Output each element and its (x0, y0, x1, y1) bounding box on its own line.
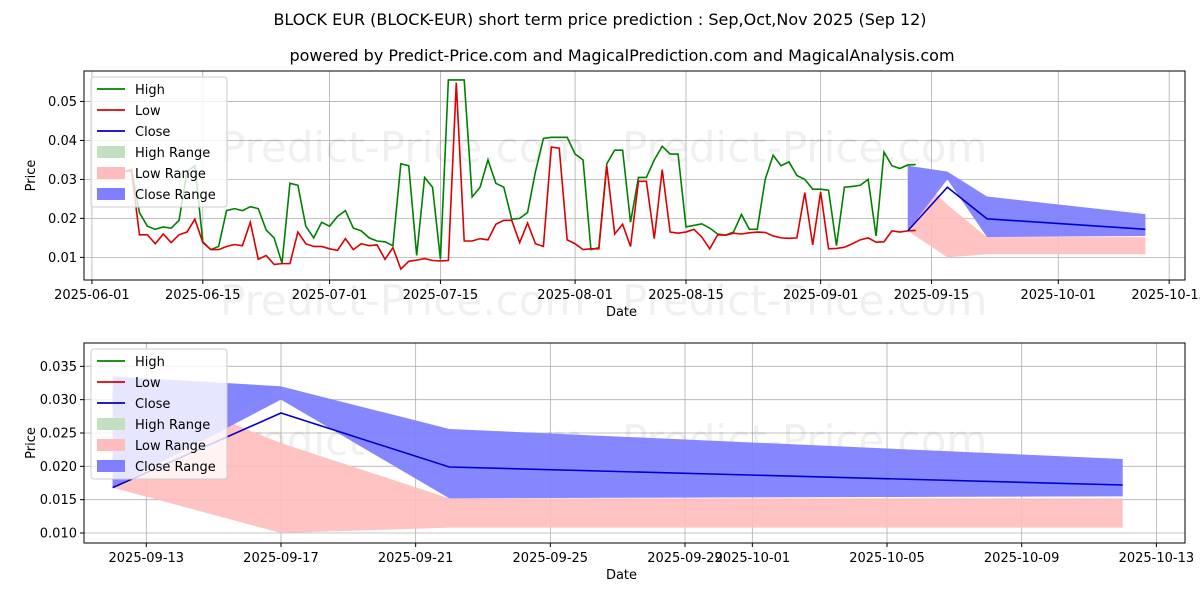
y-tick-label: 0.035 (40, 360, 77, 375)
y-tick-label: 0.030 (40, 393, 77, 408)
y-tick-label: 0.04 (48, 134, 77, 149)
y-tick-label: 0.05 (48, 95, 77, 110)
plot-frame (83, 70, 1186, 281)
x-tick-label: 2025-06-15 (165, 288, 241, 303)
legend-swatch-close-range (97, 460, 125, 472)
legend-label-close: Close (135, 397, 170, 412)
y-tick-label: 0.010 (40, 527, 77, 542)
x-axis-label: Date (606, 305, 637, 320)
legend-label-close: Close (135, 125, 170, 140)
history-chart-panel: Predict-Price.com Predict-Price.com Predic… (24, 70, 1200, 325)
legend-label-high-range: High Range (135, 418, 210, 433)
forecast-chart-panel: Predict-Price.comPredict-Price.com2025-0… (24, 342, 1195, 583)
chart-subtitle: powered by Predict-Price.com and Magical… (289, 46, 954, 65)
close-range-band (907, 165, 1146, 238)
close-range-band (112, 376, 1123, 499)
x-tick-label: 2025-08-01 (537, 288, 613, 303)
y-tick-label: 0.01 (48, 251, 77, 266)
legend-label-close-range: Close Range (135, 460, 216, 475)
legend-swatch-low-range (97, 439, 125, 451)
watermark-text: Predict-Price.com (622, 276, 987, 325)
x-tick-label: 2025-07-01 (292, 288, 368, 303)
watermark-text: Predict-Price.com (622, 123, 987, 172)
legend-swatch-close-range (97, 188, 125, 200)
legend-label-high-range: High Range (135, 146, 210, 161)
x-tick-label: 2025-09-13 (109, 551, 185, 566)
x-tick-label: 2025-06-01 (54, 288, 130, 303)
low-range-band (907, 165, 1146, 258)
x-tick-label: 2025-07-15 (403, 288, 479, 303)
y-axis-label: Price (24, 427, 39, 459)
x-tick-label: 2025-09-29 (647, 551, 723, 566)
legend-swatch-high-range (97, 146, 125, 158)
x-tick-label: 2025-10-15 (1131, 288, 1200, 303)
x-tick-label: 2025-10-01 (715, 551, 791, 566)
low-range-band (112, 376, 1123, 533)
high-series-line (123, 79, 916, 264)
legend-label-low: Low (135, 104, 161, 119)
x-tick-label: 2025-09-15 (894, 288, 970, 303)
x-tick-label: 2025-10-05 (849, 551, 925, 566)
x-tick-label: 2025-10-09 (984, 551, 1060, 566)
plot-area (123, 79, 1146, 271)
y-tick-label: 0.02 (48, 212, 77, 227)
y-tick-label: 0.015 (40, 493, 77, 508)
legend-label-low: Low (135, 376, 161, 391)
watermark-text: Predict-Price.com (220, 276, 585, 325)
legend-swatch-low-range (97, 167, 125, 179)
close-series-line (907, 186, 1146, 232)
y-axis-label: Price (24, 160, 39, 192)
x-tick-label: 2025-08-15 (648, 288, 724, 303)
legend-label-low-range: Low Range (135, 439, 206, 454)
y-tick-label: 0.025 (40, 427, 77, 442)
x-tick-label: 2025-09-17 (243, 551, 319, 566)
chart-title: BLOCK EUR (BLOCK-EUR) short term price p… (273, 10, 926, 29)
x-tick-label: 2025-10-01 (1020, 288, 1096, 303)
x-tick-label: 2025-09-25 (513, 551, 589, 566)
x-tick-label: 2025-10-13 (1119, 551, 1195, 566)
x-tick-label: 2025-09-21 (378, 551, 454, 566)
legend-label-high: High (135, 355, 165, 370)
y-tick-label: 0.020 (40, 460, 77, 475)
legend-label-high: High (135, 83, 165, 98)
x-axis-label: Date (606, 568, 637, 583)
y-tick-label: 0.03 (48, 173, 77, 188)
low-series-line (123, 82, 916, 271)
plot-frame (83, 342, 1186, 544)
legend-label-low-range: Low Range (135, 167, 206, 182)
legend-label-close-range: Close Range (135, 188, 216, 203)
x-tick-label: 2025-09-01 (783, 288, 859, 303)
legend-swatch-high-range (97, 418, 125, 430)
